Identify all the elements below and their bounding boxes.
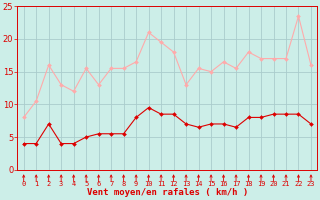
X-axis label: Vent moyen/en rafales ( km/h ): Vent moyen/en rafales ( km/h ) xyxy=(87,188,248,197)
